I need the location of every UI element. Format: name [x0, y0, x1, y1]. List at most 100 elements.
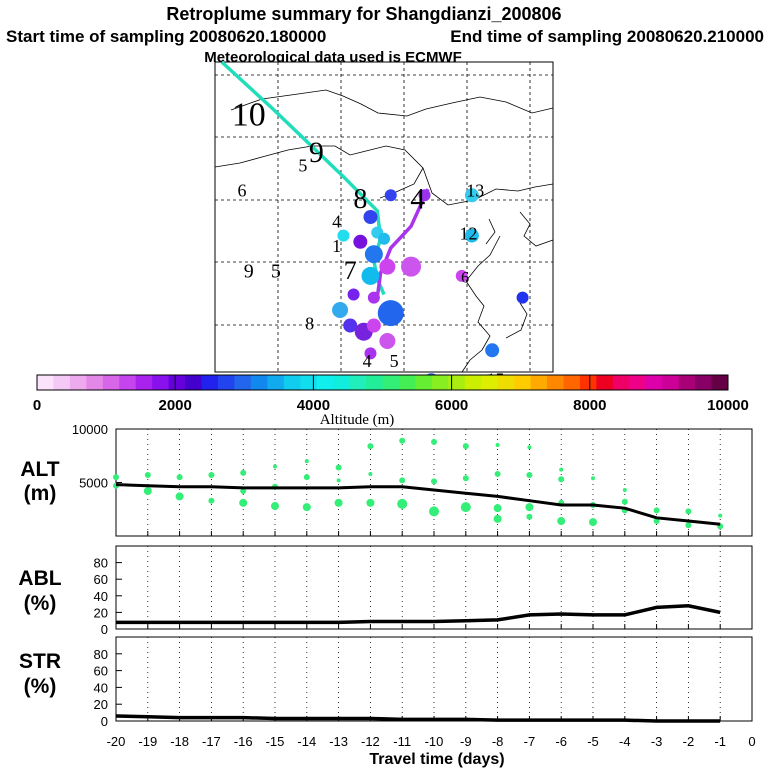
alt-point: [494, 470, 501, 477]
alt-point: [399, 437, 406, 444]
plume-dot: [363, 210, 378, 224]
colorbar-cell: [185, 375, 203, 390]
plume-dot: [367, 291, 380, 304]
alt-point: [240, 469, 247, 476]
alt-point: [589, 518, 597, 527]
colorbar-cell: [37, 375, 54, 390]
colorbar-tick-label: 10000: [707, 397, 749, 414]
colorbar-cell: [217, 375, 235, 390]
colorbar-cell: [283, 375, 301, 390]
colorbar-cell: [579, 375, 597, 390]
x-tick-label: -6: [555, 734, 567, 749]
alt-point: [495, 443, 500, 448]
alt-point: [559, 467, 564, 472]
alt-point: [273, 464, 277, 469]
colorbar: 0 2000 4000 6000 8000 10000 Altitude (m): [33, 374, 749, 428]
alt-point: [366, 498, 375, 507]
colorbar-cell: [530, 375, 548, 390]
day-label: 6: [238, 180, 247, 200]
plume-dot: [485, 343, 500, 358]
colorbar-cell: [119, 375, 137, 390]
str-line: [115, 714, 721, 723]
colorbar-cell: [398, 375, 416, 390]
day-label: 6: [461, 270, 469, 287]
alt-point: [176, 474, 183, 481]
str-ylabel: STR: [19, 650, 61, 673]
plume-dot: [516, 291, 529, 304]
colorbar-cell: [547, 375, 564, 390]
colorbar-cell: [645, 375, 663, 390]
alt-point: [336, 478, 341, 483]
alt-point: [526, 513, 533, 520]
plume-dot: [347, 288, 360, 301]
colorbar-cell: [514, 375, 532, 390]
colorbar-cell: [102, 375, 120, 390]
x-tick-label: -13: [329, 734, 348, 749]
alt-ylabel: ALT: [20, 458, 59, 481]
x-tick-label: -15: [266, 734, 285, 749]
day-label: 4: [363, 351, 372, 371]
y-tick-label: 40: [94, 680, 108, 695]
alt-point: [527, 445, 532, 450]
plume-dot: [337, 229, 350, 242]
x-tick-label: -1: [714, 734, 726, 749]
colorbar-cell: [267, 375, 285, 390]
x-tick-label: -20: [107, 734, 126, 749]
alt-point: [525, 503, 534, 512]
day-label: 5: [271, 260, 281, 282]
alt-point: [653, 507, 660, 514]
colorbar-cell: [596, 375, 614, 390]
y-tick-label: 80: [94, 647, 108, 662]
day-label: 4: [410, 182, 425, 215]
alt-point: [368, 471, 373, 476]
alt-point: [591, 476, 595, 481]
colorbar-cell: [135, 375, 153, 390]
alt-point: [653, 518, 660, 525]
colorbar-cell: [316, 375, 334, 390]
alt-point: [397, 498, 408, 509]
colorbar-tick-label: 2000: [159, 397, 192, 414]
plume-center-line: [375, 188, 430, 298]
day-label: 9: [309, 136, 324, 169]
alt-point: [271, 502, 279, 511]
y-tick-label: 60: [94, 664, 108, 679]
y-tick-label: 40: [94, 589, 108, 604]
day-label: 7: [344, 256, 357, 285]
day-label: 1: [332, 236, 341, 256]
alt-point: [399, 477, 406, 484]
x-tick-label: -8: [492, 734, 504, 749]
day-label: 4: [332, 211, 341, 231]
plume-dot: [364, 347, 377, 360]
plume-dot: [401, 256, 422, 277]
alt-panel: 5000 10000: [72, 422, 753, 537]
colorbar-tick-label: 6000: [435, 397, 468, 414]
abl-line: [116, 604, 721, 625]
y-tick-label: 60: [94, 572, 108, 587]
colorbar-cell: [629, 375, 647, 390]
map-panel: 1098564195784541312615: [214, 60, 554, 389]
x-tick-label: -9: [460, 734, 472, 749]
colorbar-cell: [612, 375, 630, 390]
alt-point: [431, 438, 437, 445]
colorbar-cell: [333, 375, 351, 390]
start-time-label: Start time of sampling 20080620.180000: [6, 27, 326, 46]
x-tick-label: -2: [683, 734, 695, 749]
abl-ylabel-units: (%): [24, 592, 57, 615]
y-tick-label: 20: [94, 697, 108, 712]
day-label: 5: [298, 156, 307, 176]
colorbar-cell: [481, 375, 499, 390]
colorbar-cell: [678, 375, 696, 390]
plume-dot: [464, 188, 479, 203]
day-label: 5: [390, 351, 399, 371]
alt-point: [175, 492, 184, 501]
alt-point: [334, 498, 343, 507]
x-tick-label: -10: [425, 734, 444, 749]
day-label: 9: [244, 260, 254, 282]
x-axis-label: Travel time (days): [369, 751, 504, 768]
alt-point: [557, 517, 566, 526]
x-tick-label: -19: [138, 734, 157, 749]
plume-dot: [378, 232, 390, 245]
chart-title: Retroplume summary for Shangdianzi_20080…: [166, 4, 561, 24]
colorbar-cell: [86, 375, 104, 390]
plume-dot: [418, 189, 431, 202]
